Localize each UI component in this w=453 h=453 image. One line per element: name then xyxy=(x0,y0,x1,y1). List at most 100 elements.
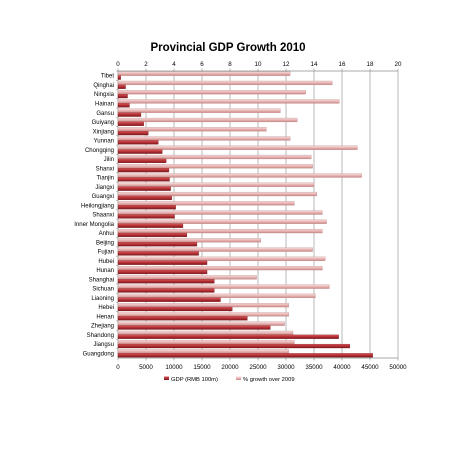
top-tick-label: 12 xyxy=(283,61,290,68)
growth-bar xyxy=(117,164,313,169)
gdp-bar xyxy=(117,149,163,154)
gdp-bar xyxy=(117,343,350,349)
top-tick-label: 20 xyxy=(395,61,402,68)
bottom-axis-ticks: 0 5000 10000 15000 20000 25000 30000 35000 40000… xyxy=(116,358,407,371)
growth-bar xyxy=(117,90,306,95)
gdp-bar xyxy=(117,131,149,136)
growth-bar xyxy=(117,293,316,298)
gdp-bar xyxy=(117,186,171,191)
growth-bar xyxy=(117,173,362,178)
growth-bar xyxy=(117,312,289,317)
category-label: Liaoning xyxy=(91,296,114,302)
growth-bar xyxy=(117,228,323,234)
gdp-bar xyxy=(117,214,175,219)
growth-bar xyxy=(117,127,267,132)
category-label: Yunnan xyxy=(94,139,114,145)
legend-swatch xyxy=(236,376,241,380)
category-label: Shanghai xyxy=(89,277,114,283)
growth-bar xyxy=(117,136,291,141)
bottom-tick-label: 25000 xyxy=(249,364,267,371)
category-label: Hebei xyxy=(98,305,114,311)
growth-bar xyxy=(117,154,312,160)
category-label: Anhui xyxy=(99,231,114,237)
gdp-bar xyxy=(117,93,128,99)
chart-title: Provincial GDP Growth 2010 xyxy=(150,42,305,54)
category-label: Guangdong xyxy=(83,351,114,357)
category-label: Hainan xyxy=(95,102,114,108)
growth-bar xyxy=(117,108,281,113)
category-label: Chongqing xyxy=(85,148,114,154)
growth-bar xyxy=(117,247,313,252)
growth-bar xyxy=(117,321,285,326)
bottom-tick-label: 30000 xyxy=(277,364,295,371)
gdp-bar xyxy=(117,223,184,228)
gdp-bar xyxy=(117,177,170,182)
category-label: Hubei xyxy=(98,259,114,265)
growth-bar xyxy=(117,284,330,289)
growth-bar xyxy=(117,80,333,86)
top-tick-label: 10 xyxy=(255,61,262,68)
gdp-bar xyxy=(117,325,271,330)
category-label: Xinjiang xyxy=(93,129,114,135)
category-label: Jiangsu xyxy=(93,342,114,348)
legend-label: % growth over 2009 xyxy=(243,377,295,383)
gdp-bar xyxy=(117,269,208,275)
gdp-bar xyxy=(117,297,221,302)
growth-bar xyxy=(117,340,295,345)
bars xyxy=(117,71,373,358)
bottom-tick-label: 15000 xyxy=(193,364,211,371)
top-axis-ticks: 0 2 4 6 8 10 12 14 16 18 20 xyxy=(116,61,402,71)
gdp-bar xyxy=(117,168,170,173)
top-tick-label: 4 xyxy=(172,61,176,68)
gdp-bar xyxy=(117,121,144,126)
growth-bar xyxy=(117,238,261,243)
top-tick-label: 8 xyxy=(228,61,232,68)
category-label: Jilin xyxy=(104,157,114,163)
growth-bar xyxy=(117,256,326,261)
category-labels: Tibet Qinghai Ningxia Hainan Gansu Guiyang Xin… xyxy=(74,70,118,357)
top-tick-label: 18 xyxy=(367,61,374,68)
gdp-bar xyxy=(117,306,233,312)
gdp-bar xyxy=(117,140,159,145)
category-label: Gansu xyxy=(96,111,114,117)
gdp-bar xyxy=(117,84,126,89)
category-label: Heilongjiang xyxy=(81,203,114,209)
growth-bar xyxy=(117,210,323,215)
bottom-tick-label: 0 xyxy=(116,364,120,371)
bottom-tick-label: 40000 xyxy=(333,364,351,371)
gdp-bar xyxy=(117,242,198,247)
gdp-bar xyxy=(117,260,208,265)
legend: GDP (RMB 100m) % growth over 2009 xyxy=(164,376,295,383)
gdp-bar xyxy=(117,158,167,163)
category-label: Henan xyxy=(96,314,114,320)
gdp-bar xyxy=(117,232,188,238)
bottom-tick-label: 5000 xyxy=(139,364,153,371)
category-label: Guiyang xyxy=(92,120,114,126)
gdp-bar xyxy=(117,353,373,358)
category-label: Fujian xyxy=(98,250,114,256)
category-label: Tibet xyxy=(101,74,114,80)
growth-bar xyxy=(117,330,294,336)
category-label: Hunan xyxy=(96,268,114,274)
gdp-bar xyxy=(117,112,142,117)
gdp-bar xyxy=(117,75,121,80)
bottom-tick-label: 50000 xyxy=(389,364,407,371)
category-label: Inner Mongolia xyxy=(74,222,114,228)
category-label: Qinghai xyxy=(93,83,114,89)
category-label: Ningxia xyxy=(94,92,115,98)
growth-bar xyxy=(117,145,358,150)
category-label: Tianjin xyxy=(97,176,114,182)
growth-bar xyxy=(117,266,323,271)
growth-bar xyxy=(117,191,317,197)
category-label: Sichuan xyxy=(92,287,114,293)
category-label: Beijing xyxy=(96,240,114,246)
top-tick-label: 0 xyxy=(116,61,120,68)
category-label: Jiangxi xyxy=(95,185,114,191)
growth-bar xyxy=(117,303,289,308)
growth-bar xyxy=(117,182,315,187)
gdp-bar xyxy=(117,288,215,293)
growth-bar xyxy=(117,99,340,104)
category-label: Shanxi xyxy=(96,166,114,172)
gdp-bar xyxy=(117,334,339,339)
